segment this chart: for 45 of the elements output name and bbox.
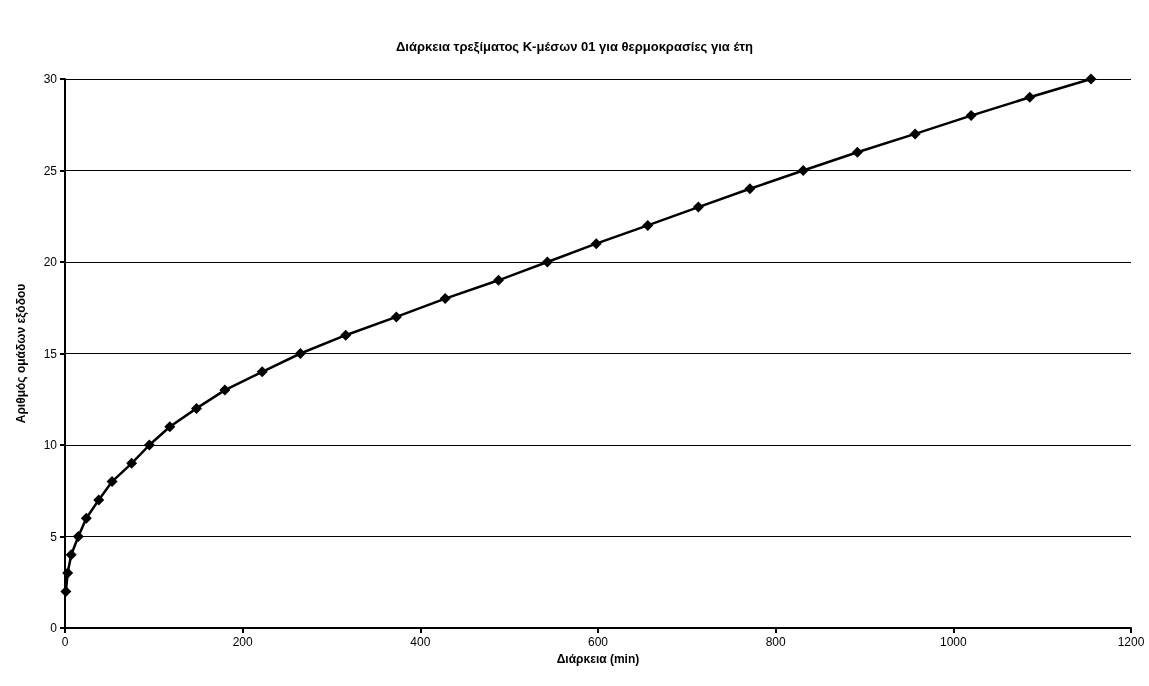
point (541, 256, 553, 268)
point (190, 402, 202, 414)
point (126, 457, 138, 469)
y-tick-label: 30 (43, 72, 58, 86)
point (439, 293, 451, 305)
point (72, 531, 84, 542)
point (493, 274, 505, 286)
x-tick-label: 200 (232, 635, 253, 649)
point (65, 549, 77, 561)
point (692, 201, 704, 213)
x-axis-title: Διάρκεια (min) (556, 651, 640, 666)
y-axis-title: Αριθμός ομάδων εξόδου (14, 283, 28, 424)
y-tick-label: 25 (43, 163, 58, 178)
chart-title: Διάρκεια τρεξίματος K-μέσων 01 για θερμοκρασίες για έτη (395, 39, 754, 54)
point (590, 238, 602, 250)
point (797, 165, 809, 176)
x-tick-label: 400 (410, 635, 431, 649)
x-tick-label: 800 (765, 635, 786, 649)
point (62, 567, 74, 579)
point (80, 512, 92, 524)
point (965, 110, 977, 122)
x-tick-label: 1000 (939, 635, 967, 649)
point (390, 311, 402, 323)
point (164, 421, 176, 433)
point (340, 329, 352, 341)
y-tick-label: 10 (43, 438, 58, 452)
y-tick-label: 5 (50, 529, 58, 544)
point (106, 476, 118, 488)
x-tick-label: 600 (587, 635, 609, 649)
x-tick-label: 0 (61, 635, 69, 649)
point (851, 146, 863, 158)
point (909, 128, 921, 140)
x-tick-label: 1200 (1117, 635, 1145, 649)
point (1085, 73, 1097, 85)
point (1024, 91, 1036, 103)
point (219, 384, 231, 396)
point (294, 348, 306, 359)
y-tick-label: 15 (43, 346, 58, 361)
point (744, 183, 756, 195)
point (256, 366, 268, 378)
point (143, 439, 155, 451)
point (642, 219, 654, 231)
point (93, 494, 105, 506)
y-tick-label: 20 (43, 255, 58, 269)
y-tick-label: 0 (50, 621, 58, 635)
